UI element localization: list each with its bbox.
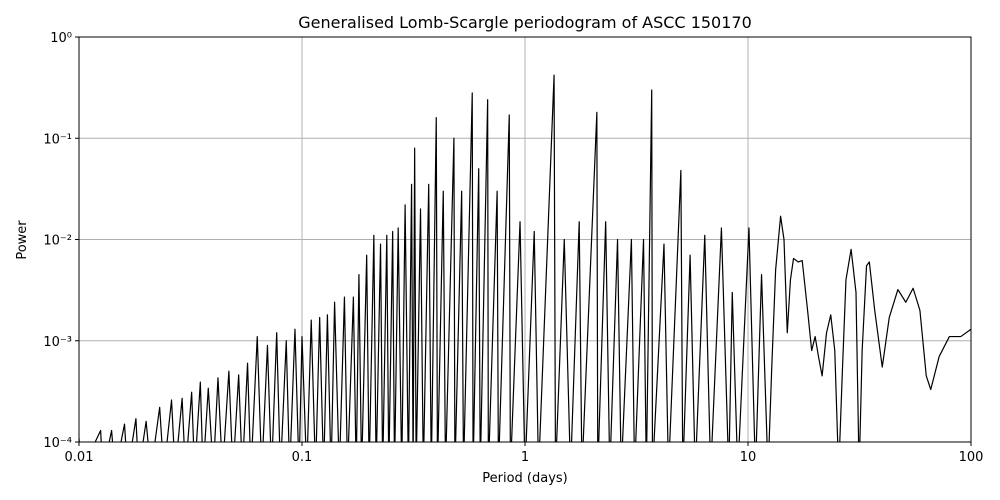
y-axis-label: Power — [15, 220, 30, 260]
periodogram-line — [79, 74, 971, 442]
x-axis-label: Period (days) — [482, 471, 568, 486]
y-tick-label: 10⁻³ — [43, 335, 72, 350]
chart-title: Generalised Lomb-Scargle periodogram of … — [298, 13, 752, 32]
x-tick-label: 1 — [521, 450, 529, 465]
y-tick-label: 10⁰ — [50, 31, 72, 46]
x-tick-label: 0.01 — [65, 450, 94, 465]
grid — [78, 36, 972, 443]
plot-area — [79, 74, 971, 442]
x-tick-label: 0.1 — [292, 450, 313, 465]
ticks: 0.01 0.1 1 10 100 10⁻⁴ 10⁻³ 10⁻² 10⁻¹ 10⁰ — [43, 31, 983, 465]
y-tick-label: 10⁻¹ — [43, 132, 72, 147]
x-tick-label: 10 — [740, 450, 757, 465]
x-tick-label: 100 — [959, 450, 984, 465]
y-tick-label: 10⁻² — [43, 234, 72, 249]
y-tick-label: 10⁻⁴ — [43, 436, 72, 451]
